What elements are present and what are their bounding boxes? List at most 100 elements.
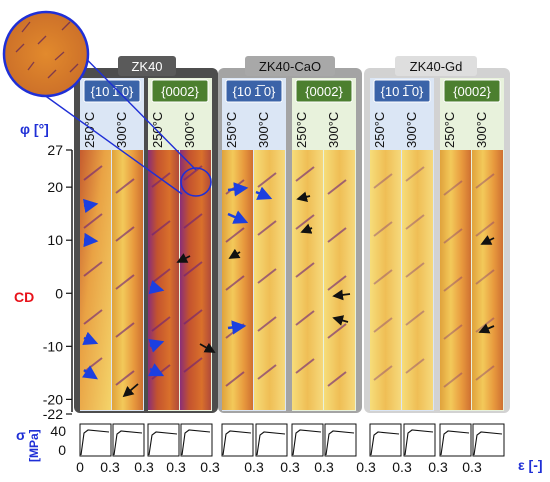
strain-tick-label: 0.3: [428, 459, 448, 475]
y-ticks: 27 20 10 0 -10 -20-22: [43, 142, 72, 422]
blue-arrow: [82, 365, 98, 380]
stress-strain-curve: [80, 429, 110, 456]
black-arrow: [332, 289, 351, 301]
strain-tick-label: 0.3: [200, 459, 220, 475]
y-axis: φ [°] 27 20 10 0 -10 -20-22 CD: [14, 121, 73, 422]
stress-strain-box: [112, 423, 145, 457]
stress-strain-curve: [440, 430, 470, 456]
strain-tick-label: 0.3: [314, 459, 334, 475]
sigma-label: σ: [16, 427, 26, 443]
y-tick-label: 0: [55, 285, 63, 301]
orientation-map: [370, 150, 401, 410]
temperature-label: 300°C: [114, 112, 129, 148]
panel-1: {0002} 250°C 300°C: [148, 78, 212, 411]
temperature-label: 250°C: [372, 112, 387, 148]
y-tick-label: -20: [43, 391, 63, 407]
strain-tick-label: 0.3: [280, 459, 300, 475]
blue-arrow: [148, 338, 165, 353]
y-tick-label: -22: [43, 406, 63, 422]
plane-label: {10 1̅ 0}: [381, 84, 424, 99]
stress-strain-box: [324, 423, 357, 457]
orientation-map: [472, 150, 503, 410]
temperature-label: 300°C: [326, 112, 341, 148]
zoom-texture: [15, 21, 79, 79]
arrows-black: [122, 191, 495, 398]
blue-arrow: [82, 198, 99, 214]
stress-strain-curve: [256, 431, 286, 456]
strain-axis-label: ε [-]: [518, 457, 543, 473]
blue-arrow: [227, 182, 249, 197]
panel-4: {10 1̅ 0} 250°C 300°C: [370, 78, 434, 411]
plane-header: [83, 79, 141, 103]
orientation-map: [440, 150, 471, 410]
temperature-label: 250°C: [82, 112, 97, 148]
black-arrow: [480, 235, 495, 245]
black-arrow: [228, 248, 241, 259]
group-zk40-label: ZK40: [131, 59, 162, 74]
stress-tick-40: 40: [50, 423, 66, 439]
panels: {10 1̅ 0}250°C 300°C{0002}250°C 300°C{10 1…: [80, 78, 504, 411]
zoom-inset: [2, 10, 212, 197]
plane-label: {0002}: [161, 84, 199, 99]
strain-tick-label: 0.3: [244, 459, 264, 475]
plane-label: {0002}: [305, 84, 343, 99]
stress-strain-curve: [370, 431, 400, 456]
stress-strain-curve: [325, 430, 355, 456]
temperature-label: 250°C: [224, 112, 239, 148]
plane-header: [373, 79, 431, 103]
stress-strain-box: [472, 423, 505, 457]
stress-strain-curve: [113, 430, 143, 456]
panel-5: {0002} 250°C 300°C: [440, 78, 504, 411]
plane-label: {10 1̅ 0}: [233, 84, 276, 99]
stress-strain-box: [180, 423, 213, 457]
black-arrow: [122, 383, 139, 398]
group-zk40-cao-tag: [245, 56, 335, 76]
blue-arrow: [227, 320, 247, 335]
black-arrow: [300, 223, 313, 234]
blue-arrow: [227, 210, 249, 224]
stress-strain-curve: [404, 429, 434, 456]
temperature-label: 250°C: [150, 112, 165, 148]
strain-tick-label: 0.3: [134, 459, 154, 475]
y-tick-label: 27: [47, 142, 63, 158]
blue-arrow: [148, 363, 165, 377]
plane-header: [443, 79, 501, 103]
group-zk40-gd-tag: [395, 56, 477, 76]
y-tick-label: -10: [43, 338, 63, 354]
temperature-label: 300°C: [474, 112, 489, 148]
stress-strain-curve: [292, 429, 322, 456]
y-tick-label: 10: [47, 232, 63, 248]
panel-3: {0002} 250°C 300°C: [292, 78, 356, 411]
strain-tick-label: 0.3: [166, 459, 186, 475]
stress-strain-curve: [222, 430, 252, 456]
black-arrow: [296, 191, 311, 203]
orientation-map: [292, 150, 323, 410]
stress-strain-box: [369, 423, 402, 457]
temperature-label: 300°C: [404, 112, 419, 148]
map-texture: [115, 178, 135, 386]
temperature-label: 300°C: [182, 112, 197, 148]
temperature-label: 300°C: [256, 112, 271, 148]
cd-label: CD: [14, 289, 34, 305]
blue-arrow: [83, 232, 99, 248]
stress-strain-curve: [181, 429, 211, 456]
stress-strain-box: [439, 423, 472, 457]
group-zk40-cao-label: ZK40-CaO: [259, 59, 321, 74]
zoom-source-ellipse: [180, 167, 212, 197]
panel-2: {10 1̅ 0} 250°C 300°C: [222, 78, 286, 411]
map-texture: [373, 173, 393, 381]
stress-strain-box: [255, 423, 288, 457]
plane-label: {10 1̅ 0}: [91, 84, 134, 99]
black-arrow: [332, 315, 349, 326]
plane-header: [151, 79, 209, 103]
blue-arrow: [255, 186, 273, 200]
stress-strain-box: [403, 423, 436, 457]
stress-strain-row: σ [MPa] 40 0 0 0.3 0.3 0.3 0.3 0.3 0.3 0.3 0.3 0.…: [16, 423, 543, 475]
stress-tick-0: 0: [58, 442, 66, 458]
strain-tick-label: 0: [76, 459, 84, 475]
strain-tick-label: 0.3: [100, 459, 120, 475]
group-zk40-gd-label: ZK40-Gd: [410, 59, 463, 74]
strain-tick-label: 0.3: [462, 459, 482, 475]
stress-strain-curve: [473, 431, 503, 456]
